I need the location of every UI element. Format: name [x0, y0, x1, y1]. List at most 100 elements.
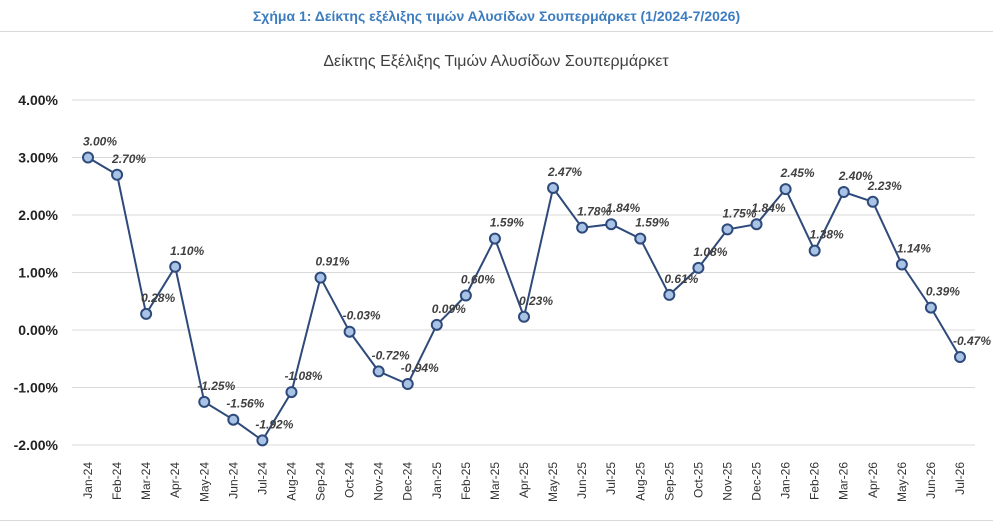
data-point	[895, 258, 908, 271]
data-label: 0.09%	[432, 302, 466, 316]
data-point	[343, 325, 356, 338]
data-point	[198, 395, 211, 408]
data-label: 1.08%	[693, 245, 727, 259]
x-tick-label: Dec-25	[750, 462, 764, 501]
x-tick-label: Nov-24	[372, 462, 386, 501]
x-tick-label: May-25	[546, 462, 560, 502]
data-label: -0.03%	[343, 309, 381, 323]
data-point	[954, 351, 966, 364]
x-tick-label: Jun-25	[575, 462, 589, 499]
x-tick-label: Apr-24	[168, 462, 182, 498]
data-point	[285, 386, 298, 399]
data-point	[227, 413, 240, 426]
data-point	[401, 378, 414, 391]
data-label: 0.91%	[316, 255, 350, 269]
data-label: 0.61%	[664, 272, 698, 286]
data-point	[605, 218, 618, 231]
x-tick-label: Jan-24	[81, 462, 95, 499]
data-point	[837, 186, 850, 198]
x-tick-label: Dec-24	[401, 462, 415, 501]
data-point	[169, 260, 182, 273]
caption-divider	[0, 31, 993, 32]
data-label: -0.94%	[401, 361, 439, 375]
data-label: 2.23%	[867, 179, 902, 193]
data-label: 0.28%	[141, 291, 175, 305]
x-tick-label: Mar-24	[139, 462, 153, 500]
data-point	[140, 307, 153, 320]
x-tick-label: Jan-25	[430, 462, 444, 499]
x-tick-label: Mar-26	[837, 462, 851, 500]
y-tick-label: 3.00%	[18, 150, 58, 166]
x-tick-label: Aug-25	[633, 462, 647, 501]
x-tick-label: Jun-26	[924, 462, 938, 499]
data-label: 3.00%	[83, 135, 117, 149]
x-tick-label: Feb-25	[459, 462, 473, 500]
y-tick-label: 4.00%	[18, 92, 58, 108]
data-point	[721, 223, 734, 236]
data-point	[576, 221, 589, 234]
data-label: 1.75%	[722, 206, 756, 220]
data-label: 1.38%	[810, 228, 844, 242]
x-tick-label: Oct-24	[343, 462, 357, 498]
x-tick-label: Aug-24	[284, 462, 298, 501]
data-point	[314, 271, 327, 284]
data-label: -1.92%	[255, 417, 293, 431]
x-tick-label: Sep-25	[662, 462, 676, 501]
x-tick-label: Jun-24	[226, 462, 240, 499]
data-point	[663, 288, 676, 301]
figure-caption: Σχήμα 1: Δείκτης εξέλιξης τιμών Αλυσίδων…	[252, 8, 741, 24]
x-tick-label: Apr-25	[517, 462, 531, 498]
y-tick-label: 1.00%	[18, 265, 58, 281]
y-tick-label: 0.00%	[18, 322, 58, 338]
x-tick-label: Jul-25	[604, 462, 618, 495]
data-point	[459, 289, 472, 302]
data-point	[750, 218, 763, 231]
data-label: -0.72%	[372, 348, 410, 362]
data-point	[634, 232, 647, 245]
gridlines	[72, 99, 975, 446]
data-label: 1.59%	[635, 216, 669, 230]
x-tick-label: Jul-26	[953, 462, 967, 495]
bottom-divider	[0, 520, 993, 521]
data-point	[488, 232, 501, 245]
data-label: 1.78%	[577, 205, 611, 219]
data-labels: 3.00% 2.70% 0.28% 1.10% -1.25% -1.56% -1.92% -1…	[83, 135, 991, 432]
data-label: 1.10%	[170, 244, 204, 258]
data-label: 1.14%	[897, 241, 931, 255]
x-axis-ticks: Jan-24 Feb-24 Mar-24 Apr-24 May-24 Jun-24 Jul-…	[81, 462, 967, 502]
data-label: 2.45%	[780, 166, 815, 180]
data-point	[518, 310, 530, 323]
data-label: 1.84%	[606, 201, 640, 215]
x-tick-label: May-24	[197, 462, 211, 502]
y-tick-label: -1.00%	[14, 380, 59, 396]
data-point	[372, 365, 385, 378]
data-point	[692, 261, 705, 274]
x-tick-label: Feb-26	[808, 462, 822, 500]
x-tick-label: Jul-24	[255, 462, 269, 495]
y-tick-label: 2.00%	[18, 207, 58, 223]
y-axis-ticks: 4.00% 3.00% 2.00% 1.00% 0.00% -1.00% -2.00%	[14, 92, 59, 453]
data-label: -1.08%	[284, 369, 322, 383]
data-point	[111, 168, 124, 181]
data-point	[779, 183, 792, 196]
data-label: 1.59%	[490, 216, 524, 230]
data-label: -1.56%	[226, 397, 264, 411]
y-tick-label: -2.00%	[14, 437, 59, 453]
x-tick-label: Nov-25	[720, 462, 734, 501]
data-label: 2.70%	[111, 152, 146, 166]
data-point	[256, 434, 269, 447]
data-point	[808, 244, 821, 257]
x-tick-label: Sep-24	[314, 462, 328, 501]
data-label: 1.84%	[752, 201, 786, 215]
data-points	[82, 151, 966, 447]
data-label: 0.60%	[461, 273, 495, 287]
data-point	[430, 318, 443, 331]
data-point	[866, 195, 879, 208]
data-point	[924, 301, 937, 314]
data-label: 2.47%	[547, 165, 582, 179]
x-tick-label: Oct-25	[691, 462, 705, 498]
x-tick-label: Jan-26	[779, 462, 793, 499]
x-tick-label: Apr-26	[866, 462, 880, 498]
x-tick-label: Mar-25	[488, 462, 502, 500]
